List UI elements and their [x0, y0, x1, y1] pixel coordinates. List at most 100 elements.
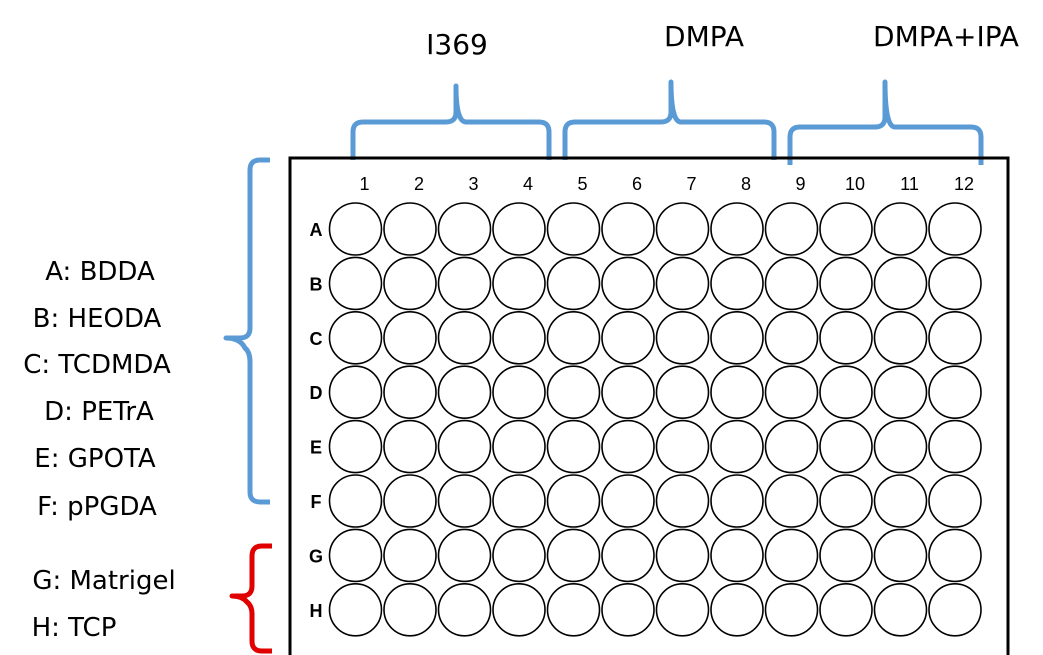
- well-f1: [328, 474, 383, 528]
- well-c9: [764, 310, 819, 365]
- row-letter-f: F: [311, 492, 322, 512]
- well-d2: [383, 365, 437, 420]
- well-e8: [710, 419, 764, 474]
- plate-outline: [288, 156, 1010, 655]
- well-d4: [492, 365, 546, 420]
- well-c10: [819, 310, 873, 365]
- column-number-4: 4: [523, 174, 533, 194]
- row-letter-g: G: [309, 546, 323, 566]
- well-h8: [710, 582, 764, 637]
- well-b4: [492, 256, 546, 311]
- well-f9: [764, 474, 819, 528]
- well-e11: [873, 419, 928, 474]
- well-h1: [328, 582, 383, 637]
- well-a10: [819, 202, 873, 256]
- well-f4: [492, 474, 546, 528]
- well-f10: [819, 474, 873, 528]
- well-b11: [873, 256, 928, 311]
- well-f12: [928, 474, 982, 528]
- well-g4: [492, 528, 546, 583]
- well-a3: [437, 202, 492, 256]
- column-number-1: 1: [359, 174, 369, 194]
- well-h2: [383, 582, 437, 637]
- row-letter-b: B: [310, 274, 323, 294]
- well-g2: [383, 528, 437, 583]
- well-a4: [492, 202, 546, 256]
- well-f7: [655, 474, 710, 528]
- well-g3: [437, 528, 492, 583]
- well-h7: [655, 582, 710, 637]
- well-g1: [328, 528, 383, 583]
- well-c5: [546, 310, 601, 365]
- well-f6: [601, 474, 655, 528]
- well-c7: [655, 310, 710, 365]
- row-letter-c: C: [310, 329, 323, 349]
- legend-row-g: G: Matrigel: [32, 566, 175, 596]
- well-f8: [710, 474, 764, 528]
- well-d8: [710, 365, 764, 420]
- well-a7: [655, 202, 710, 256]
- well-a11: [873, 202, 928, 256]
- well-f5: [546, 474, 601, 528]
- well-d1: [328, 365, 383, 420]
- well-grid: [328, 202, 982, 637]
- well-g10: [819, 528, 873, 583]
- well-a8: [710, 202, 764, 256]
- column-number-5: 5: [577, 174, 587, 194]
- legend-row-h: H: TCP: [32, 613, 117, 643]
- well-g8: [710, 528, 764, 583]
- group-label-dmpa-ipa: DMPA+IPA: [873, 20, 1019, 53]
- well-f11: [873, 474, 928, 528]
- row-letter-labels: A B C D E F G H: [309, 220, 323, 621]
- well-g12: [928, 528, 982, 583]
- well-a5: [546, 202, 601, 256]
- column-number-labels: 1 2 3 4 5 6 7 8 9 10 11 12: [359, 174, 974, 194]
- well-d10: [819, 365, 873, 420]
- well-f3: [437, 474, 492, 528]
- well-e7: [655, 419, 710, 474]
- well-e3: [437, 419, 492, 474]
- well-b8: [710, 256, 764, 311]
- well-e2: [383, 419, 437, 474]
- well-c11: [873, 310, 928, 365]
- well-h11: [873, 582, 928, 637]
- column-number-6: 6: [632, 174, 642, 194]
- column-number-11: 11: [900, 174, 919, 194]
- row-letter-e: E: [310, 438, 322, 458]
- well-h9: [764, 582, 819, 637]
- brace-rows-a-f: [223, 157, 270, 505]
- row-letter-h: H: [310, 601, 323, 621]
- well-e9: [764, 419, 819, 474]
- well-c2: [383, 310, 437, 365]
- well-d3: [437, 365, 492, 420]
- well-g6: [601, 528, 655, 583]
- well-e5: [546, 419, 601, 474]
- well-c6: [601, 310, 655, 365]
- well-c3: [437, 310, 492, 365]
- legend-row-d: D: PETrA: [44, 397, 154, 427]
- well-a2: [383, 202, 437, 256]
- well-g11: [873, 528, 928, 583]
- row-letter-d: D: [310, 383, 323, 403]
- legend-row-a: A: BDDA: [45, 257, 155, 287]
- row-letter-a: A: [310, 220, 323, 240]
- well-b5: [546, 256, 601, 311]
- well-d11: [873, 365, 928, 420]
- column-number-3: 3: [468, 174, 478, 194]
- well-h6: [601, 582, 655, 637]
- well-h3: [437, 582, 492, 637]
- well-c4: [492, 310, 546, 365]
- well-d5: [546, 365, 601, 420]
- column-number-8: 8: [741, 174, 751, 194]
- well-b6: [601, 256, 655, 311]
- well-e10: [819, 419, 873, 474]
- well-h10: [819, 582, 873, 637]
- brace-dmpa: [562, 79, 777, 160]
- well-b12: [928, 256, 982, 311]
- legend-row-c: C: TCDMDA: [23, 350, 171, 380]
- column-number-10: 10: [845, 174, 865, 194]
- group-label-i369: I369: [426, 28, 488, 61]
- well-f2: [383, 474, 437, 528]
